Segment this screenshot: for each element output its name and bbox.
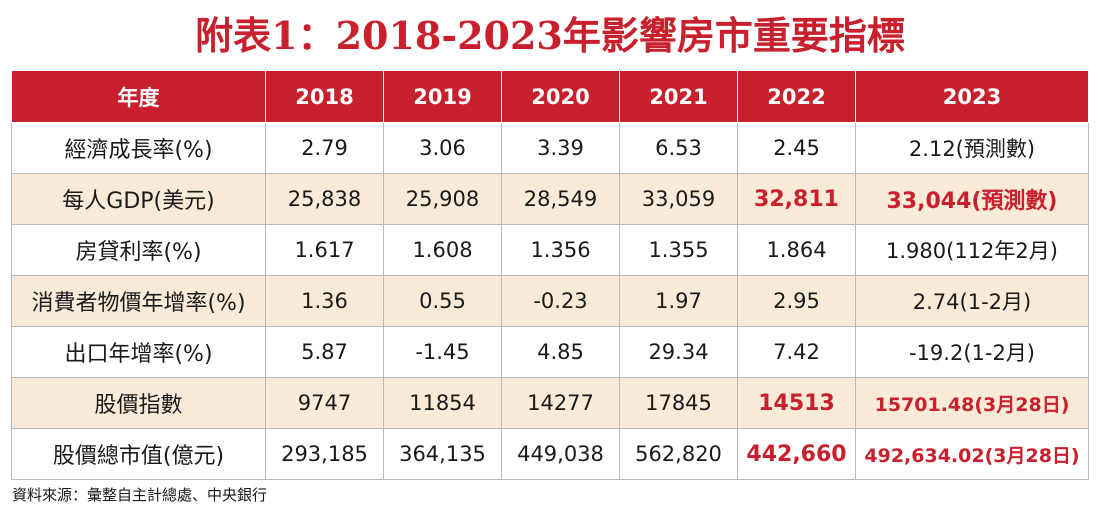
cell-2021: 1.355 bbox=[620, 225, 738, 276]
row-market-cap: 股價總市值(億元) 293,185 364,135 449,038 562,82… bbox=[12, 429, 1089, 480]
cell-2019: 11854 bbox=[384, 378, 502, 429]
cell-2023: 1.980(112年2月) bbox=[856, 225, 1089, 276]
row-label: 股價指數 bbox=[12, 378, 266, 429]
cell-2023: 492,634.02(3月28日) bbox=[856, 429, 1089, 480]
header-2018: 2018 bbox=[266, 71, 384, 123]
cell-2022: 1.864 bbox=[738, 225, 856, 276]
cell-2018: 2.79 bbox=[266, 123, 384, 174]
cell-2023: -19.2(1-2月) bbox=[856, 327, 1089, 378]
row-label: 出口年增率(%) bbox=[12, 327, 266, 378]
row-label: 經濟成長率(%) bbox=[12, 123, 266, 174]
header-year: 年度 bbox=[12, 71, 266, 123]
cell-2020: 449,038 bbox=[502, 429, 620, 480]
row-label: 房貸利率(%) bbox=[12, 225, 266, 276]
cell-2020: 4.85 bbox=[502, 327, 620, 378]
cell-2021: 17845 bbox=[620, 378, 738, 429]
cell-2022: 14513 bbox=[738, 378, 856, 429]
cell-2021: 29.34 bbox=[620, 327, 738, 378]
cell-2023: 15701.48(3月28日) bbox=[856, 378, 1089, 429]
cell-2021: 562,820 bbox=[620, 429, 738, 480]
cell-2019: 364,135 bbox=[384, 429, 502, 480]
cell-2022: 2.45 bbox=[738, 123, 856, 174]
cell-2023: 2.74(1-2月) bbox=[856, 276, 1089, 327]
cell-2020: 14277 bbox=[502, 378, 620, 429]
page-title: 附表1：2018-2023年影響房市重要指標 bbox=[0, 6, 1100, 66]
cell-2019: 0.55 bbox=[384, 276, 502, 327]
cell-2023: 2.12(預測數) bbox=[856, 123, 1089, 174]
cell-2020: -0.23 bbox=[502, 276, 620, 327]
cell-2019: 1.608 bbox=[384, 225, 502, 276]
row-stock-index: 股價指數 9747 11854 14277 17845 14513 15701.… bbox=[12, 378, 1089, 429]
cell-2020: 28,549 bbox=[502, 174, 620, 225]
cell-2019: -1.45 bbox=[384, 327, 502, 378]
header-2020: 2020 bbox=[502, 71, 620, 123]
cell-2022: 32,811 bbox=[738, 174, 856, 225]
header-2022: 2022 bbox=[738, 71, 856, 123]
cell-2018: 5.87 bbox=[266, 327, 384, 378]
cell-2020: 3.39 bbox=[502, 123, 620, 174]
source-note: 資料來源：彙整自主計總處、中央銀行 bbox=[12, 484, 267, 505]
cell-2022: 2.95 bbox=[738, 276, 856, 327]
row-label: 消費者物價年增率(%) bbox=[12, 276, 266, 327]
indicators-table: 年度 2018 2019 2020 2021 2022 2023 經濟成長率(%… bbox=[11, 70, 1089, 480]
row-export-growth: 出口年增率(%) 5.87 -1.45 4.85 29.34 7.42 -19.… bbox=[12, 327, 1089, 378]
row-label: 股價總市值(億元) bbox=[12, 429, 266, 480]
cell-2021: 6.53 bbox=[620, 123, 738, 174]
cell-2023: 33,044(預測數) bbox=[856, 174, 1089, 225]
cell-2019: 3.06 bbox=[384, 123, 502, 174]
cell-2022: 7.42 bbox=[738, 327, 856, 378]
cell-2018: 25,838 bbox=[266, 174, 384, 225]
header-2019: 2019 bbox=[384, 71, 502, 123]
cell-2018: 1.36 bbox=[266, 276, 384, 327]
row-mortgage-rate: 房貸利率(%) 1.617 1.608 1.356 1.355 1.864 1.… bbox=[12, 225, 1089, 276]
cell-2019: 25,908 bbox=[384, 174, 502, 225]
cell-2020: 1.356 bbox=[502, 225, 620, 276]
header-2023: 2023 bbox=[856, 71, 1089, 123]
row-gdp-growth: 經濟成長率(%) 2.79 3.06 3.39 6.53 2.45 2.12(預… bbox=[12, 123, 1089, 174]
cell-2018: 293,185 bbox=[266, 429, 384, 480]
cell-2018: 1.617 bbox=[266, 225, 384, 276]
cell-2021: 1.97 bbox=[620, 276, 738, 327]
cell-2022: 442,660 bbox=[738, 429, 856, 480]
cell-2018: 9747 bbox=[266, 378, 384, 429]
row-gdp-per-capita: 每人GDP(美元) 25,838 25,908 28,549 33,059 32… bbox=[12, 174, 1089, 225]
row-cpi-growth: 消費者物價年增率(%) 1.36 0.55 -0.23 1.97 2.95 2.… bbox=[12, 276, 1089, 327]
header-row: 年度 2018 2019 2020 2021 2022 2023 bbox=[12, 71, 1089, 123]
row-label: 每人GDP(美元) bbox=[12, 174, 266, 225]
header-2021: 2021 bbox=[620, 71, 738, 123]
cell-2021: 33,059 bbox=[620, 174, 738, 225]
